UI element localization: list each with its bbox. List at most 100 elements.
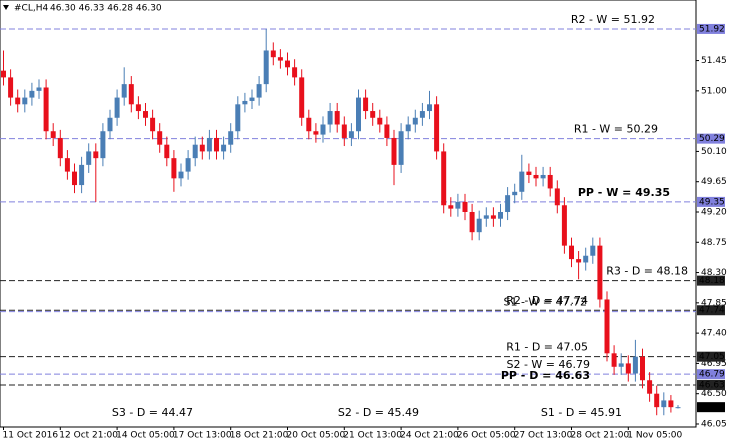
level-price-box <box>697 305 725 316</box>
candle-body <box>419 111 425 118</box>
x-tick-label: 18 Oct 21:00 <box>230 431 289 441</box>
candle-body <box>476 218 482 233</box>
candle-body <box>214 137 219 152</box>
candle-body <box>569 245 574 260</box>
candle-body <box>192 144 198 159</box>
level-label: S2 - D = 45.49 <box>338 406 419 419</box>
last-price-box <box>697 402 725 413</box>
candle-body <box>647 380 653 394</box>
candle-body <box>79 164 85 186</box>
candle-body <box>299 77 305 118</box>
candle-body <box>625 363 631 374</box>
y-tick-label: 46.05 <box>701 419 727 429</box>
candle-body <box>611 353 617 367</box>
candle-body <box>306 117 312 132</box>
candle-body <box>221 144 227 152</box>
candle-body <box>675 407 681 409</box>
candle-body <box>249 97 255 101</box>
candle-body <box>455 201 461 209</box>
candle-body <box>377 117 383 125</box>
candle-body <box>391 137 397 165</box>
level-price-label: 51.92 <box>699 24 725 34</box>
candle-body <box>121 84 127 98</box>
level-price-label: 46.63 <box>699 380 725 390</box>
level-price-box <box>697 133 725 144</box>
menu-arrow[interactable] <box>3 5 9 10</box>
symbol: #CL,H4 <box>14 4 48 14</box>
level-label: R1 - W = 50.29 <box>574 123 658 136</box>
x-tick-label: 20 Oct 05:00 <box>287 431 346 441</box>
y-tick-label: 49.65 <box>701 177 727 187</box>
candle-body <box>405 124 411 132</box>
level-label: S1 - W = 47.72 <box>503 296 587 309</box>
candle-body <box>292 67 298 78</box>
candle-body <box>561 205 567 246</box>
level-label: R1 - D = 47.05 <box>506 341 588 354</box>
candle-body <box>505 195 511 212</box>
candle-body <box>533 174 539 179</box>
candle-body <box>86 151 92 165</box>
candle-body <box>327 111 333 125</box>
candle-body <box>100 131 106 159</box>
y-tick-label: 47.85 <box>701 298 727 308</box>
candle-body <box>341 124 347 138</box>
candle-body <box>348 131 354 138</box>
candle-body <box>43 87 49 132</box>
candle-body <box>604 299 610 354</box>
candle-body <box>640 356 645 381</box>
candle-body <box>469 211 475 233</box>
candle-body <box>654 393 660 408</box>
candle-body <box>512 191 518 196</box>
level-price-label: 50.29 <box>699 134 725 144</box>
candle-body <box>206 137 212 152</box>
candle-body <box>384 124 390 138</box>
candle-body <box>370 111 376 118</box>
y-tick-label: 51.45 <box>701 56 727 66</box>
candle-body <box>57 137 63 159</box>
candle-body <box>398 131 404 165</box>
level-price-label: 46.79 <box>699 370 725 380</box>
level-label: PP - W = 49.35 <box>578 186 670 199</box>
level-label: S1 - D = 45.91 <box>541 406 622 419</box>
candle-body <box>618 363 624 367</box>
candle-body <box>50 131 56 138</box>
candle-body <box>235 104 241 132</box>
x-tick-label: 11 Oct 2016 <box>3 431 59 441</box>
candle-body <box>171 158 177 179</box>
candle-body <box>36 87 42 91</box>
x-tick-label: 12 Oct 21:00 <box>59 431 118 441</box>
x-tick-label: 28 Oct 21:00 <box>571 431 630 441</box>
candle-body <box>590 245 596 256</box>
candle-body <box>554 188 560 206</box>
candle-body <box>576 259 582 263</box>
candle-body <box>285 60 290 68</box>
x-tick-label: 1 Nov 05:00 <box>627 431 682 441</box>
level-label: PP - D = 46.63 <box>501 369 590 382</box>
candle-body <box>483 215 489 219</box>
candle-body <box>8 77 14 98</box>
candle-body <box>661 400 667 408</box>
candle-body <box>143 111 148 118</box>
x-tick-label: 26 Oct 05:00 <box>457 431 516 441</box>
x-tick-label: 27 Oct 13:00 <box>514 431 573 441</box>
x-tick-label: 24 Oct 21:00 <box>400 431 459 441</box>
candle-body <box>356 97 361 132</box>
candle-body <box>547 174 553 189</box>
level-price-label: 47.05 <box>699 352 725 362</box>
x-tick-label: 14 Oct 05:00 <box>116 431 175 441</box>
candle-body <box>363 97 369 112</box>
level-price-box <box>697 369 725 380</box>
candle-body <box>157 131 163 145</box>
level-price-box <box>697 196 725 207</box>
candle-body <box>632 356 638 374</box>
candle-body <box>427 104 432 112</box>
level-price-box <box>697 351 725 362</box>
candle-body <box>242 100 248 105</box>
candle-body <box>441 151 447 206</box>
ohlc-readout: 46.30 46.33 46.28 46.30 <box>50 4 162 14</box>
candle-body <box>135 104 141 112</box>
candle-body <box>72 171 77 186</box>
level-price-box <box>697 275 725 286</box>
